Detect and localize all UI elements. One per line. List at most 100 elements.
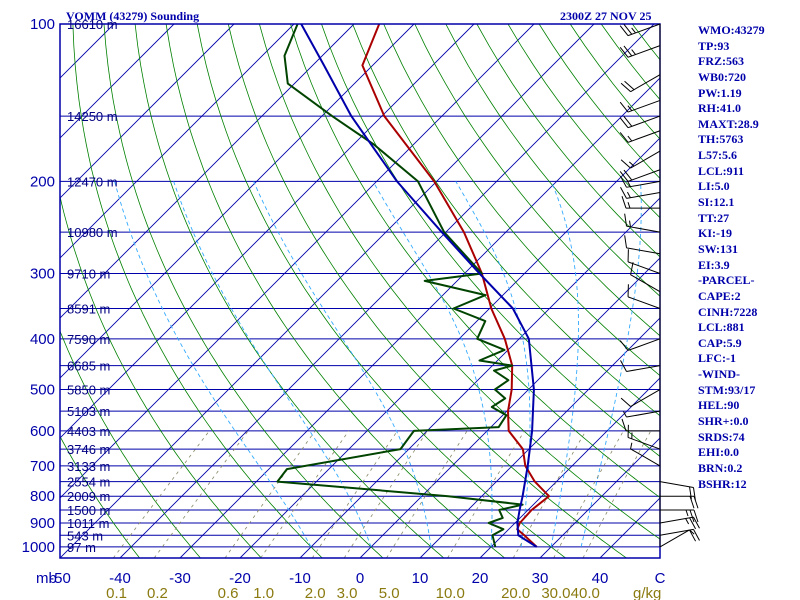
pressure-tick-label: 700 <box>30 458 55 475</box>
height-level-label: 5850 m <box>67 383 110 398</box>
pressure-tick-label: 100 <box>30 16 55 33</box>
sounding-index-item: BRN:0.2 <box>698 460 743 475</box>
wind-barb <box>619 338 661 351</box>
dewpoint-profile-line <box>276 24 524 548</box>
wind-barb <box>621 418 660 432</box>
sounding-timestamp: 2300Z 27 NOV 25 <box>560 9 652 23</box>
wind-barb <box>621 196 660 209</box>
moist-adiabat-line <box>455 181 531 547</box>
mixing-ratio-tick-label: 3.0 <box>337 585 358 600</box>
mixing-ratio-line <box>224 430 316 558</box>
sounding-index-item: SHR+:0.0 <box>698 414 749 429</box>
wind-barb <box>627 424 661 450</box>
wind-barb <box>624 235 661 255</box>
height-level-label: 3133 m <box>67 459 110 474</box>
mixing-ratio-tick-label: 1.0 <box>253 585 274 600</box>
isotherm-line <box>539 437 660 558</box>
isotherm-line <box>60 24 235 199</box>
mixing-ratio-tick-label: 40.0 <box>571 585 600 600</box>
wind-barb <box>620 187 661 199</box>
wind-barb <box>619 23 661 37</box>
sounding-index-item: PW:1.19 <box>698 85 742 100</box>
sounding-index-item: -PARCEL- <box>698 273 755 288</box>
sounding-index-item: LFC:-1 <box>698 351 736 366</box>
wind-barb <box>620 389 661 407</box>
dry-adiabat-line <box>445 24 660 297</box>
mixing-ratio-tick-label: 0.6 <box>218 585 239 600</box>
mixing-ratio-line <box>386 430 468 558</box>
sounding-index-item: TH:5763 <box>698 132 744 147</box>
wind-barb <box>659 516 700 530</box>
dry-adiabat-line <box>60 194 262 558</box>
dry-adiabat-line <box>383 24 660 377</box>
wind-barb <box>630 442 661 467</box>
wind-barb <box>620 175 661 188</box>
wind-barb <box>624 213 661 233</box>
dry-adiabat-line <box>196 24 566 558</box>
dry-adiabat-line <box>476 24 660 258</box>
mixing-ratio-tick-label: 30.0 <box>541 585 570 600</box>
height-level-label: 97 m <box>67 540 96 555</box>
mixing-ratio-line <box>553 430 624 558</box>
height-level-label: 6685 m <box>67 359 110 374</box>
mixing-ratio-tick-label: 0.2 <box>147 585 168 600</box>
isotherm-line <box>179 77 660 558</box>
pressure-tick-label: 800 <box>30 488 55 505</box>
dry-adiabat-line <box>60 435 140 558</box>
isotherm-line <box>60 24 595 558</box>
mixing-ratio-line <box>311 430 398 558</box>
dry-adiabat-line <box>352 24 660 417</box>
temperature-tick-label: -30 <box>169 570 191 587</box>
wind-barb <box>659 529 695 548</box>
height-level-label: 7590 m <box>67 332 110 347</box>
wind-barb <box>627 249 661 274</box>
isotherm-line <box>0 24 54 558</box>
wind-barb <box>619 45 661 58</box>
isotherm-line <box>60 24 355 319</box>
dry-adiabat-line <box>569 24 660 140</box>
mixing-ratio-tick-label: 0.1 <box>106 585 127 600</box>
height-level-label: 16610 m <box>67 17 118 32</box>
wind-barb <box>623 410 661 418</box>
wind-barb <box>620 150 661 169</box>
sounding-index-item: CAP:5.9 <box>698 335 742 350</box>
isotherm-line <box>60 24 475 439</box>
isotherm-line <box>359 257 660 558</box>
sounding-index-item: SW:131 <box>698 241 739 256</box>
pressure-unit-label: mb <box>36 570 57 587</box>
dry-adiabat-line <box>788 24 800 558</box>
sounding-index-item: LCL:881 <box>698 320 745 335</box>
dry-adiabat-line <box>103 24 384 558</box>
sounding-index-item: KI:-19 <box>698 226 732 241</box>
temperature-tick-label: 20 <box>472 570 489 587</box>
pressure-tick-label: 300 <box>30 265 55 282</box>
temperature-tick-label: -40 <box>109 570 131 587</box>
wind-barb <box>619 99 661 113</box>
dry-adiabat-line <box>72 24 323 558</box>
mixing-ratio-tick-label: 20.0 <box>501 585 530 600</box>
dry-adiabat-line <box>227 24 627 558</box>
isotherm-line <box>60 24 295 259</box>
dry-adiabat-line <box>321 24 660 457</box>
temperature-tick-label: -10 <box>289 570 311 587</box>
wind-barb <box>660 509 699 523</box>
temperature-tick-label: C <box>655 570 666 587</box>
isotherm-line <box>60 24 175 139</box>
pressure-tick-label: 600 <box>30 423 55 440</box>
mixing-ratio-line <box>112 430 210 558</box>
wind-barb <box>619 130 661 143</box>
wind-barb <box>627 284 661 309</box>
sounding-indices-panel: WMO:43279 TP:93 FRZ:563 WB0:720 PW:1.19 RH:41… <box>698 23 765 492</box>
sounding-index-item: STM:93/17 <box>698 382 756 397</box>
mixing-ratio-tick-label: 5.0 <box>379 585 400 600</box>
dry-adiabat-line <box>259 24 660 540</box>
height-level-label: 2009 m <box>67 489 110 504</box>
wind-barb <box>620 360 661 372</box>
isotherm-line <box>239 137 660 558</box>
temperature-tick-label: 40 <box>592 570 609 587</box>
temperature-tick-label: -50 <box>49 570 71 587</box>
mixing-ratio-line <box>343 430 428 558</box>
height-level-label: 1011 m <box>67 516 109 531</box>
sounding-index-item: TT:27 <box>698 210 730 225</box>
